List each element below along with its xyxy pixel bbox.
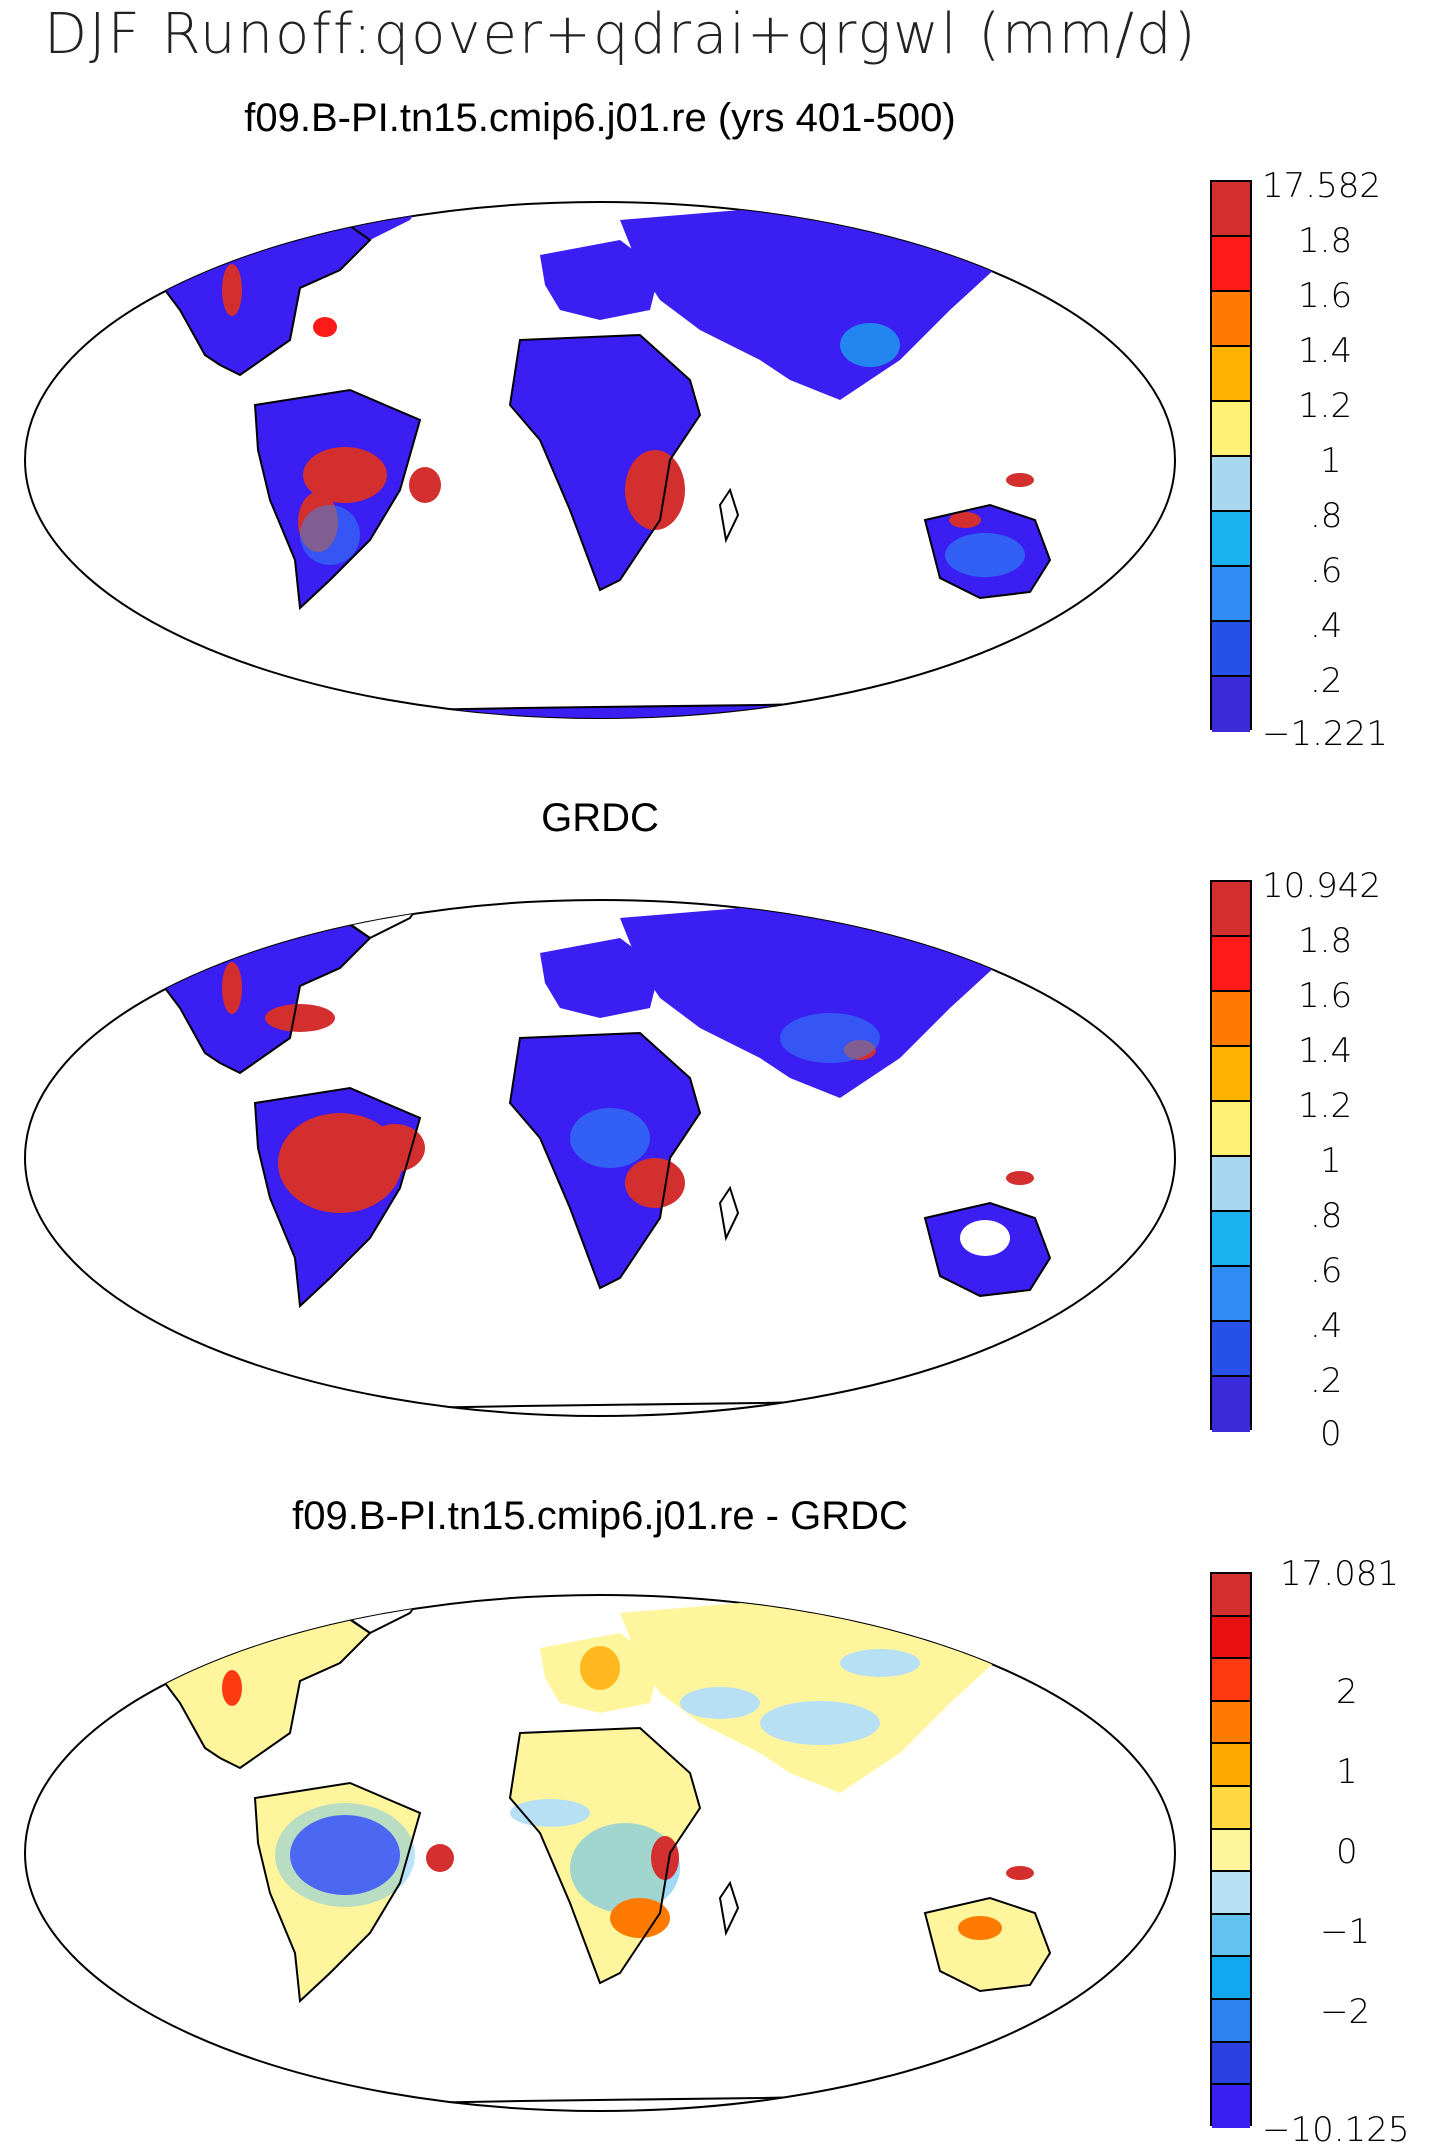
colorbar-label: 1.4 xyxy=(1298,331,1353,371)
colorbar-label: 1.8 xyxy=(1298,921,1353,961)
colorbar-label: −1.221 xyxy=(1262,714,1388,754)
panel-2-map xyxy=(24,899,1176,1417)
colorbar-label: .4 xyxy=(1310,1306,1343,1346)
panel-3-colorbar xyxy=(1210,1572,1252,2128)
colorbar-label: .4 xyxy=(1310,606,1343,646)
colorbar-label: .6 xyxy=(1310,1251,1343,1291)
panel-2-colorbar xyxy=(1210,880,1252,1432)
colorbar-label: 2 xyxy=(1336,1672,1358,1712)
colorbar-label: 1.8 xyxy=(1298,221,1353,261)
colorbar-label: 1.2 xyxy=(1298,1086,1353,1126)
australia xyxy=(925,1898,1050,1991)
panel-3-map xyxy=(24,1594,1176,2112)
colorbar-label: −2 xyxy=(1320,1992,1371,2032)
runoff-anomaly-patches xyxy=(222,962,1034,1256)
colorbar-label: 1 xyxy=(1336,1752,1358,1792)
figure-main-title: DJF Runoff:qover+qdrai+qrgwl (mm/d) xyxy=(44,2,1198,67)
asia xyxy=(620,1595,1010,1793)
panel-1-map xyxy=(24,201,1176,719)
colorbar-label: 1.2 xyxy=(1298,386,1353,426)
colorbar-label: .2 xyxy=(1310,661,1343,701)
panel-3-title: f09.B-PI.tn15.cmip6.j01.re - GRDC xyxy=(292,1494,908,1538)
colorbar-label: .6 xyxy=(1310,551,1343,591)
colorbar-label: .8 xyxy=(1310,496,1343,536)
colorbar-label: 1.4 xyxy=(1298,1031,1353,1071)
colorbar-label: 1.6 xyxy=(1298,976,1353,1016)
panel-1-colorbar xyxy=(1210,180,1252,732)
colorbar-label: −10.125 xyxy=(1262,2110,1410,2150)
colorbar-label: −1 xyxy=(1320,1912,1371,1952)
colorbar-label: 0 xyxy=(1320,1414,1342,1454)
panel-2-title: GRDC xyxy=(541,796,659,840)
colorbar-label: 17.582 xyxy=(1262,166,1381,206)
asia xyxy=(620,202,1010,400)
colorbar-label: .8 xyxy=(1310,1196,1343,1236)
colorbar-label: .2 xyxy=(1310,1361,1343,1401)
panel-1-title: f09.B-PI.tn15.cmip6.j01.re (yrs 401-500) xyxy=(244,96,956,140)
colorbar-label: 17.081 xyxy=(1280,1554,1399,1594)
runoff-anomaly-patches xyxy=(222,264,1034,577)
colorbar-label: 10.942 xyxy=(1262,866,1381,906)
europe xyxy=(540,240,660,320)
colorbar-label: 1 xyxy=(1320,1141,1342,1181)
runoff-anomaly-patches xyxy=(222,1646,1034,1940)
colorbar-label: 1 xyxy=(1320,441,1342,481)
antarctica xyxy=(150,700,1100,718)
colorbar-label: 1.6 xyxy=(1298,276,1353,316)
asia xyxy=(620,900,1010,1098)
europe xyxy=(540,938,660,1018)
colorbar-label: 0 xyxy=(1336,1832,1358,1872)
